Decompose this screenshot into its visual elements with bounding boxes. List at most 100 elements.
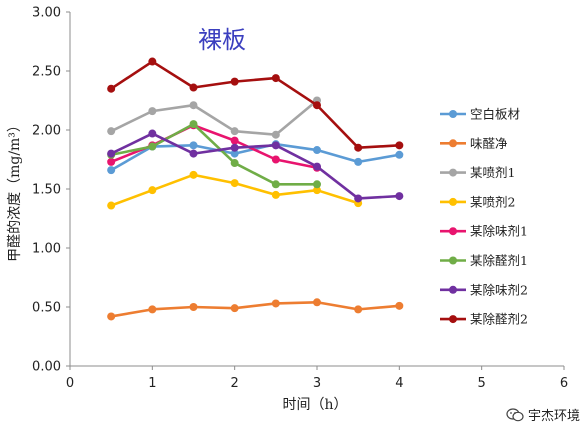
data-point [313, 162, 321, 171]
chart-title: 裸板 [198, 26, 246, 54]
data-point [148, 57, 157, 66]
legend-swatch-marker [449, 256, 457, 265]
y-tick-label: 2.50 [32, 65, 61, 80]
data-point [313, 101, 321, 110]
data-point [271, 180, 280, 189]
data-point [107, 149, 116, 158]
data-point [148, 142, 157, 151]
data-point [313, 146, 321, 155]
series-layer [107, 57, 404, 321]
legend-item: 味醛净 [440, 136, 508, 151]
data-point [271, 141, 280, 150]
legend-swatch-marker [449, 315, 457, 324]
legend-item: 空白板材 [440, 107, 520, 122]
legend-item: 某除味剂2 [440, 282, 528, 297]
data-point [189, 101, 198, 110]
y-tick-label: 0.00 [32, 360, 61, 375]
data-point [189, 120, 198, 129]
data-point [230, 136, 239, 145]
series-line [110, 132, 400, 200]
legend-swatch-marker [449, 285, 457, 294]
legend-item: 某除醛剂2 [440, 312, 528, 327]
data-point [395, 141, 404, 150]
x-tick-label: 1 [148, 376, 156, 391]
data-point [230, 179, 239, 188]
data-point [271, 190, 280, 199]
y-axis-title: 甲醛的浓度（mg/m³） [7, 118, 23, 262]
legend-label: 某除味剂2 [470, 282, 528, 297]
data-point [107, 201, 116, 210]
series-line [110, 60, 400, 149]
watermark-text: 宇杰环境 [527, 409, 580, 424]
data-point [313, 186, 321, 195]
x-tick-label: 0 [66, 376, 74, 391]
data-point [189, 83, 198, 92]
x-axis-title: 时间（h） [282, 397, 347, 413]
data-point [230, 149, 239, 158]
data-point [148, 107, 157, 116]
series-4 [107, 170, 363, 210]
legend-label: 某除醛剂2 [470, 312, 528, 327]
data-point [107, 312, 116, 321]
legend-label: 味醛净 [470, 136, 508, 151]
series-line [110, 122, 317, 186]
legend-label: 某除醛剂1 [470, 253, 528, 268]
legend-swatch-marker [449, 168, 457, 177]
y-tick-label: 3.00 [32, 6, 61, 21]
data-point [313, 180, 321, 189]
data-point [395, 150, 404, 159]
data-point [313, 298, 321, 307]
legend-item: 某喷剂1 [440, 165, 515, 180]
legend-swatch-marker [449, 139, 457, 148]
legend-swatch-marker [449, 197, 457, 206]
data-point [271, 74, 280, 83]
x-tick-label: 5 [478, 376, 486, 391]
series-line [110, 300, 400, 318]
data-point [189, 141, 198, 150]
x-tick-label: 3 [313, 376, 321, 391]
x-tick-label: 4 [395, 376, 403, 391]
watermark: 宇杰环境 [506, 405, 580, 424]
wechat-icon [506, 407, 524, 421]
data-point [189, 303, 198, 311]
data-point [189, 149, 198, 158]
series-6 [107, 120, 321, 189]
data-point [230, 143, 239, 152]
y-tick-label: 2.00 [32, 124, 61, 139]
x-tick-label: 6 [560, 376, 568, 391]
legend-label: 空白板材 [470, 107, 520, 122]
y-tick-label: 0.50 [32, 301, 61, 316]
data-point [271, 299, 280, 308]
data-point [148, 129, 157, 138]
data-point [189, 170, 198, 179]
x-tick-label: 2 [231, 376, 239, 391]
legend-item: 某除醛剂1 [440, 253, 528, 268]
data-point [230, 77, 239, 86]
y-tick-label: 1.00 [32, 242, 61, 257]
data-point [107, 84, 116, 93]
data-point [354, 157, 363, 166]
series-2 [107, 298, 404, 321]
data-point [230, 304, 239, 313]
legend-swatch-marker [449, 227, 457, 236]
data-point [354, 194, 363, 203]
axes: 0.00 0.50 1.00 1.50 2.00 2.50 3.00 0 1 2 3 4 5 6 [32, 6, 568, 392]
series-line [110, 99, 318, 137]
legend-swatch-marker [449, 110, 457, 118]
data-point [271, 130, 280, 139]
data-point [230, 159, 239, 168]
data-point [230, 127, 239, 136]
data-point [107, 127, 116, 136]
data-point [148, 186, 157, 195]
legend-label: 某喷剂2 [470, 194, 515, 209]
series-7 [107, 129, 404, 203]
y-tick-label: 1.50 [32, 183, 61, 198]
data-point [395, 301, 404, 310]
series-8 [107, 57, 404, 152]
legend-label: 某除味剂1 [470, 224, 528, 239]
data-point [395, 192, 404, 201]
data-point [148, 305, 157, 314]
data-point [354, 305, 363, 314]
